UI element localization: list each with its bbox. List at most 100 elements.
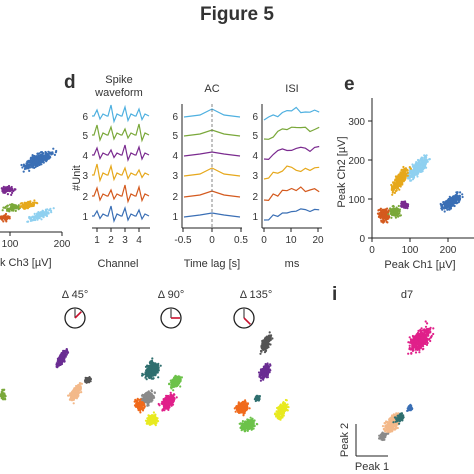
waveform-trace-unit-4 (92, 144, 150, 163)
rot45-cluster-dark (84, 376, 92, 384)
e-y-tick-label-1: 100 (348, 195, 365, 206)
left-cluster-lightblue (26, 207, 55, 223)
e-x-tick-label-2: 200 (440, 245, 457, 256)
isi-unit-label-5: 5 (252, 131, 258, 142)
panel-e: e 0 100 200 0 100 200 300 Peak Ch2 [µV] Peak C… (336, 74, 474, 271)
rotation-label-135: Δ 135° (240, 289, 273, 301)
rot45-cluster-purple (55, 348, 70, 369)
waveform-x-label: Channel (98, 258, 139, 270)
panel-i-title: d7 (401, 289, 413, 301)
e-clusters (376, 154, 464, 224)
isi-x-label: ms (285, 258, 300, 270)
unit-label-4: 4 (82, 151, 88, 162)
e-cluster-red (376, 207, 391, 224)
panel-d-letter: d (64, 72, 76, 93)
isi-trace-unit-2 (263, 186, 320, 202)
e-y-tick-label-3: 300 (348, 117, 365, 128)
unit-label-6: 6 (82, 112, 88, 123)
rot90-cluster-magenta (157, 391, 178, 412)
e-y-label: Peak Ch2 [µV] (336, 136, 348, 207)
isi-unit-label-1: 1 (252, 212, 258, 223)
isi-tick-label-0: 0 (261, 235, 267, 246)
i-y-label: Peak 2 (339, 423, 351, 457)
waveform-trace-unit-3 (92, 163, 150, 183)
ac-tick-label-1: 0 (209, 235, 215, 246)
e-cluster-blue (439, 191, 464, 213)
panel-d: d Spike waveform AC ISI #Unit 1 1 12 2 23 3 34… (64, 72, 324, 270)
e-y-tick-label-0: 0 (359, 234, 365, 245)
e-cluster-orange (390, 165, 412, 196)
figure-title: Figure 5 (200, 4, 274, 25)
e-x-tick-label-1: 100 (402, 245, 419, 256)
unit-label-3: 3 (82, 171, 88, 182)
ac-trace-unit-1 (183, 212, 241, 218)
rot45-cluster-left (0, 388, 7, 401)
waveform-tick-label-0: 1 (94, 235, 100, 246)
i-cluster-gray (378, 431, 390, 442)
panel-i-letter: i (332, 284, 337, 305)
rot90-cluster-orange (133, 397, 146, 414)
rotation-dial-hand-135 (243, 317, 251, 325)
isi-unit-label-4: 4 (252, 151, 258, 162)
rot90-cluster-yellow (144, 411, 160, 427)
panel-i: i d7 Peak 2 Peak 1 (332, 284, 435, 473)
rot90-cluster-teal (141, 357, 162, 381)
isi-trace-unit-4 (263, 145, 320, 161)
rotation-label-45: Δ 45° (62, 289, 88, 301)
rot135-cluster-orange (233, 399, 251, 417)
isi-trace-unit-3 (263, 165, 320, 180)
left-cluster-orange (19, 199, 39, 210)
waveform-title-1: Spike (105, 74, 133, 86)
waveform-tick-label-1: 2 (108, 235, 114, 246)
waveform-title-2: waveform (94, 87, 143, 99)
waveform-trace-unit-6 (92, 104, 150, 124)
e-cluster-purple (400, 200, 410, 210)
isi-title: ISI (285, 83, 298, 95)
left-cluster-green (1, 203, 21, 213)
rot90-cluster-green (168, 374, 183, 392)
e-y-tick-label-2: 200 (348, 156, 365, 167)
e-x-tick-label-0: 0 (369, 245, 375, 256)
waveform-trace-unit-5 (92, 123, 150, 143)
e-x-label: Peak Ch1 [µV] (384, 259, 455, 271)
unit-label-2: 2 (82, 192, 88, 203)
left-x-axis-label: k Ch3 [µV] (0, 257, 52, 269)
unit-axis-label: #Unit (71, 165, 83, 191)
isi-trace-unit-5 (263, 126, 320, 140)
ac-unit-label-1: 1 (172, 212, 178, 223)
isi-trace-unit-1 (263, 208, 320, 221)
i-cluster-blue (406, 403, 414, 412)
left-cluster-blue (20, 147, 58, 173)
i-cluster-teal (392, 412, 405, 425)
unit-label-5: 5 (82, 131, 88, 142)
isi-unit-label-2: 2 (252, 192, 258, 203)
unit-traces (92, 104, 320, 224)
ac-unit-label-3: 3 (172, 171, 178, 182)
i-clusters (378, 320, 435, 442)
panel-e-letter: e (344, 74, 355, 95)
rotation-dial-hand-45 (74, 311, 82, 319)
rot135-cluster-purple (257, 362, 272, 382)
rot45-cluster-peach (67, 382, 83, 405)
e-cluster-green (387, 204, 402, 219)
ac-unit-label-4: 4 (172, 151, 178, 162)
rot135-cluster-green (238, 416, 259, 433)
rotation-label-90: Δ 90° (158, 289, 184, 301)
waveform-tick-label-3: 4 (136, 235, 142, 246)
rot135-cluster-teal (253, 394, 261, 403)
left-cluster-purple (0, 184, 17, 196)
isi-tick-label-1: 10 (285, 235, 297, 246)
isi-trace-unit-6 (263, 106, 320, 121)
unit-number-labels: 1 1 1 2 2 2 3 3 3 4 4 4 5 5 5 6 6 6 (82, 112, 258, 223)
e-ticks: 0 100 200 0 100 200 300 (348, 117, 456, 256)
ac-tick-label-0: -0.5 (174, 235, 192, 246)
waveform-trace-unit-2 (92, 184, 150, 204)
isi-tick-label-2: 20 (312, 235, 324, 246)
rotation-dials (64, 307, 255, 329)
waveform-tick-label-2: 3 (122, 235, 128, 246)
rot135-cluster-darkgray (259, 331, 274, 355)
i-cluster-magenta (407, 320, 435, 355)
left-xtick-label-200: 200 (54, 239, 71, 250)
e-cluster-lightblue (404, 154, 431, 182)
